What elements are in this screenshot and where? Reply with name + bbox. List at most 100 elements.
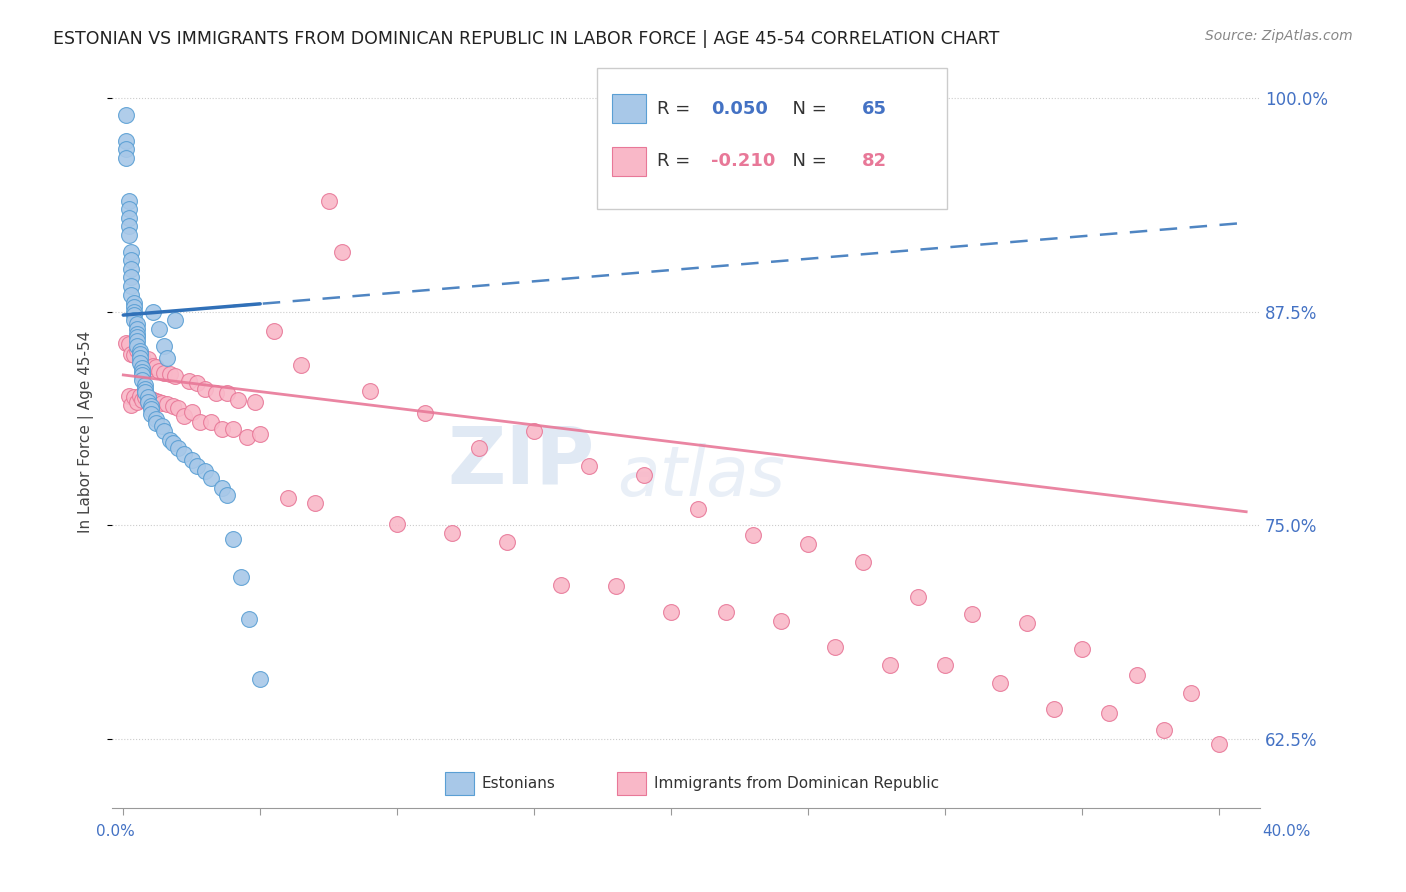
Point [145,416,167,430]
Point [118,337,141,351]
Point [688,502,710,516]
Point [131,373,153,387]
Point [125,322,148,336]
Point [907,590,929,604]
Point [578,458,600,473]
Point [165,369,187,384]
Point [122,296,145,310]
Point [162,436,184,450]
Point [131,392,153,407]
Point [125,330,148,344]
Text: R =: R = [658,100,696,118]
Text: Immigrants from Dominican Republic: Immigrants from Dominican Republic [654,776,939,791]
Point [121,244,143,259]
Point [797,537,820,551]
Point [139,402,162,417]
Point [186,458,208,473]
Point [142,304,165,318]
Point [165,313,187,327]
Point [136,351,159,366]
Point [495,535,517,549]
Point [249,427,271,442]
Point [173,447,195,461]
Point [128,388,150,402]
Point [413,406,436,420]
Point [235,429,257,443]
Point [852,555,875,569]
Point [167,401,190,415]
Point [115,134,138,148]
Point [142,359,165,373]
Point [115,108,138,122]
Point [440,526,463,541]
Point [125,343,148,358]
Text: -0.210: -0.210 [711,153,776,170]
Point [318,194,340,208]
Point [180,405,202,419]
Point [1153,723,1175,738]
Point [238,613,260,627]
Point [1180,686,1202,700]
Point [122,313,145,327]
Point [222,532,245,546]
Point [121,287,143,301]
Point [115,142,138,156]
Point [304,496,326,510]
Point [988,675,1011,690]
Point [217,488,239,502]
Point [131,361,153,376]
Text: Estonians: Estonians [482,776,555,791]
Point [134,390,156,404]
Point [131,350,153,364]
Point [263,324,285,338]
Point [159,368,181,382]
Point [150,419,173,434]
Point [153,339,176,353]
Point [121,279,143,293]
Point [118,388,141,402]
Point [148,322,170,336]
Point [118,227,141,242]
Point [122,390,145,404]
Text: ZIP: ZIP [447,423,595,500]
Point [162,399,184,413]
Point [222,422,245,436]
Point [1043,702,1066,716]
Point [121,398,143,412]
Text: 65: 65 [862,100,887,118]
Point [128,347,150,361]
Point [359,384,381,398]
Point [1098,706,1121,720]
Text: N =: N = [782,100,832,118]
FancyBboxPatch shape [596,68,946,210]
Point [118,219,141,234]
Point [156,397,179,411]
Point [550,578,572,592]
Point [122,347,145,361]
Point [125,394,148,409]
Point [145,412,167,426]
Point [243,394,266,409]
Point [769,614,792,628]
Point [136,395,159,409]
Point [122,308,145,322]
Point [128,351,150,365]
Point [659,605,682,619]
Point [134,382,156,396]
Point [121,270,143,285]
Point [824,640,846,655]
Point [742,528,765,542]
Text: N =: N = [782,153,832,170]
Point [156,351,179,365]
Point [186,376,208,391]
Point [150,395,173,409]
Point [188,415,211,429]
Point [633,467,655,482]
Point [180,453,202,467]
Y-axis label: In Labor Force | Age 45-54: In Labor Force | Age 45-54 [79,330,94,533]
Point [131,365,153,379]
Point [118,202,141,216]
Point [145,393,167,408]
FancyBboxPatch shape [617,772,645,795]
Point [128,356,150,370]
